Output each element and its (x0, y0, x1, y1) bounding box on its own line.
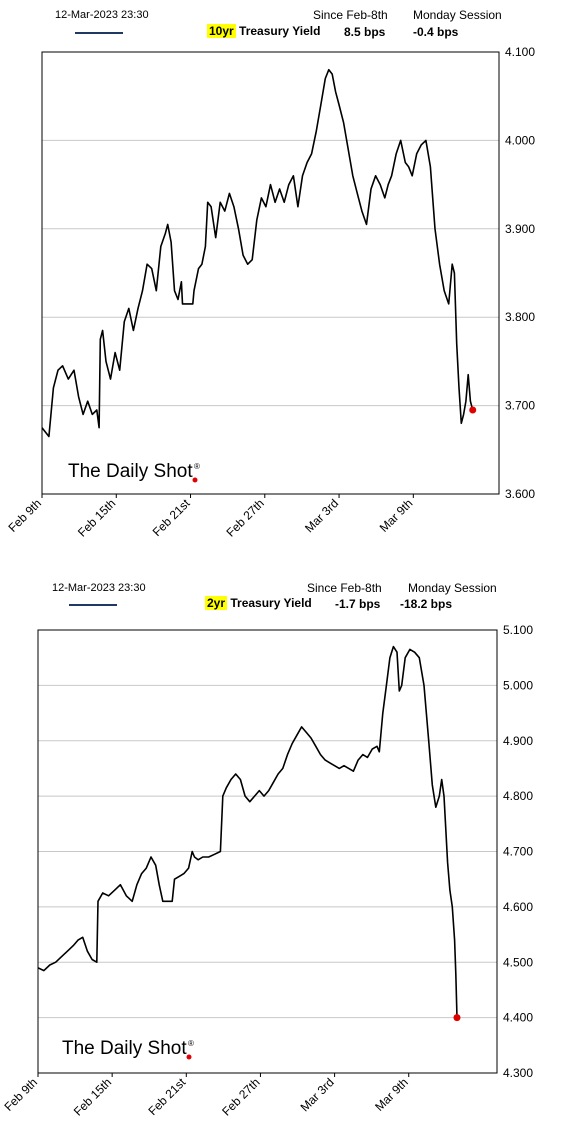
plot-frame (41, 51, 500, 495)
legend-line (75, 32, 123, 34)
y-tick-label: 4.600 (503, 900, 533, 914)
session-header: Monday Session (408, 581, 497, 595)
y-tick-label: 4.700 (503, 845, 533, 859)
x-tick-label: Feb 9th (1, 1075, 40, 1114)
y-tick-label: 4.300 (503, 1066, 533, 1080)
last-value-marker (469, 406, 477, 414)
y-tick-label: 4.500 (503, 955, 533, 969)
y-tick-label: 4.800 (503, 789, 533, 803)
watermark-logo: The Daily Shot (62, 1038, 187, 1059)
legend-line (69, 604, 117, 606)
session-header: Monday Session (413, 8, 502, 22)
x-tick-label: Feb 27th (219, 1075, 262, 1118)
x-tick-label: Feb 27th (224, 496, 267, 539)
series-label: Treasury Yield (235, 24, 321, 38)
timestamp: 12-Mar-2023 23:30 (52, 582, 146, 594)
x-tick-label: Mar 9th (372, 1075, 411, 1114)
x-tick-label: Feb 21st (150, 496, 193, 539)
x-tick-label: Mar 3rd (302, 496, 341, 535)
series-title: 2yr Treasury Yield (205, 596, 312, 610)
watermark-dot (186, 1054, 192, 1060)
x-tick-label: Feb 21st (145, 1075, 188, 1118)
session-value: -0.4 bps (413, 25, 459, 39)
series-tag: 10yr (207, 24, 236, 38)
timestamp: 12-Mar-2023 23:30 (55, 9, 149, 21)
x-tick-label: Mar 3rd (298, 1075, 337, 1114)
since-header: Since Feb-8th (307, 581, 382, 595)
x-tick-label: Feb 15th (75, 496, 118, 539)
y-tick-label: 4.900 (503, 734, 533, 748)
watermark-registered: ® (194, 462, 200, 471)
watermark-logo: The Daily Shot (68, 461, 193, 482)
y-tick-label: 4.000 (505, 133, 535, 147)
since-value: 8.5 bps (344, 25, 386, 39)
series-tag: 2yr (205, 596, 228, 610)
y-tick-label: 5.000 (503, 678, 533, 692)
y-tick-label: 5.100 (503, 623, 533, 637)
y-tick-label: 4.400 (503, 1011, 533, 1025)
series-label: Treasury Yield (227, 596, 312, 610)
x-tick-label: Feb 15th (71, 1075, 114, 1118)
series-title: 10yr Treasury Yield (207, 24, 320, 38)
y-tick-label: 3.900 (505, 222, 535, 236)
chart-panel-10yr: 12-Mar-2023 23:30 Since Feb-8th Monday S… (0, 0, 564, 565)
y-tick-label: 3.800 (505, 310, 535, 324)
line-chart-2yr: 4.300 4.400 4.500 4.600 4.700 4.800 4.900 5.000… (1, 623, 533, 1119)
x-tick-label: Mar 9th (377, 496, 416, 535)
since-value: -1.7 bps (335, 597, 381, 611)
y-tick-label: 3.600 (505, 487, 535, 501)
y-tick-label: 4.100 (505, 45, 535, 59)
since-header: Since Feb-8th (313, 8, 388, 22)
plot-frame (37, 629, 498, 1074)
series-line (37, 645, 458, 1018)
session-value: -18.2 bps (400, 597, 453, 611)
x-tick-label: Feb 9th (5, 496, 44, 535)
y-tick-label: 3.700 (505, 399, 535, 413)
chart-panel-2yr: 12-Mar-2023 23:30 Since Feb-8th Monday S… (0, 572, 564, 1133)
line-chart-10yr: 3.600 3.700 3.800 3.900 4.000 4.100 Feb 9th Feb… (5, 45, 535, 540)
watermark-registered: ® (188, 1039, 194, 1048)
watermark-dot (192, 477, 198, 483)
series-line (41, 68, 474, 438)
last-value-marker (453, 1014, 461, 1022)
